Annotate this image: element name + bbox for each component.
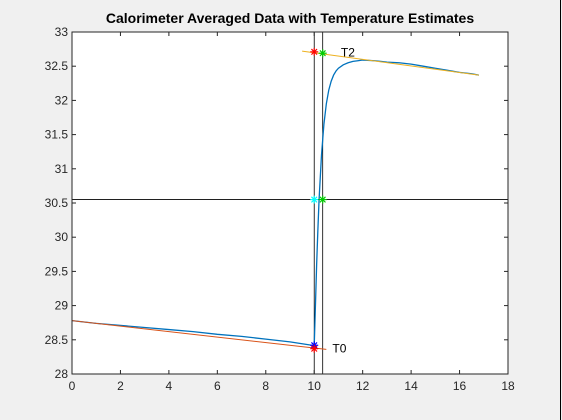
y-tick-label-4: 30 [55, 230, 69, 244]
x-tick-label-7: 14 [404, 379, 418, 393]
x-tick-label-6: 12 [356, 379, 370, 393]
chart-title: Calorimeter Averaged Data with Temperatu… [106, 10, 474, 26]
marker-4 [310, 195, 319, 204]
y-tick-label-10: 33 [55, 25, 69, 39]
annotation-t2: T2 [341, 46, 355, 60]
x-tick-label-1: 2 [117, 379, 124, 393]
y-tick-label-8: 32 [55, 93, 69, 107]
y-tick-label-0: 28 [55, 367, 69, 381]
marker-1 [310, 344, 319, 353]
series-line-1 [71, 320, 327, 350]
x-tick-label-8: 16 [453, 379, 467, 393]
x-tick-label-9: 18 [501, 379, 515, 393]
marker-2 [310, 47, 319, 56]
x-tick-label-0: 0 [69, 379, 76, 393]
axes-box [71, 31, 509, 375]
y-tick-label-5: 30.5 [45, 196, 69, 210]
y-tick-label-9: 32.5 [45, 59, 69, 73]
marker-3 [318, 49, 327, 58]
x-tick-label-4: 8 [262, 379, 269, 393]
marker-5 [318, 195, 327, 204]
y-tick-label-3: 29.5 [45, 264, 69, 278]
series-line-2 [302, 50, 479, 76]
y-tick-label-2: 29 [55, 299, 69, 313]
annotation-t0: T0 [332, 342, 346, 356]
axes-background [72, 32, 508, 374]
series-line-0 [71, 59, 480, 347]
y-tick-label-7: 31.5 [45, 128, 69, 142]
x-tick-label-3: 6 [214, 379, 221, 393]
y-tick-label-6: 31 [55, 162, 69, 176]
x-tick-label-2: 4 [166, 379, 173, 393]
y-tick-label-1: 28.5 [45, 333, 69, 347]
x-tick-label-5: 10 [308, 379, 322, 393]
